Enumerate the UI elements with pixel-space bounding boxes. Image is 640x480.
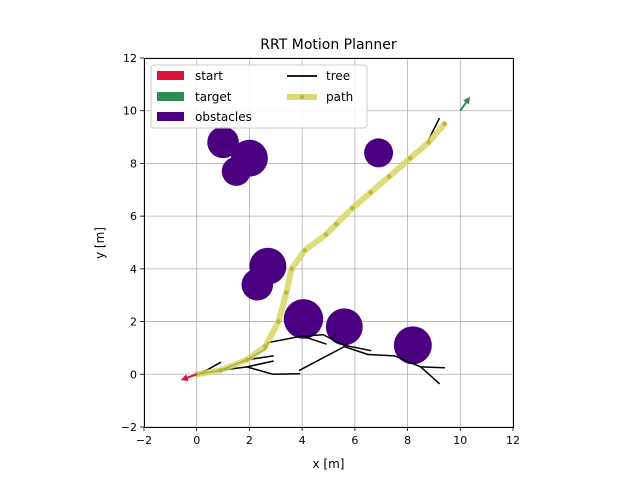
y-tick-label: −2 [121, 421, 137, 434]
obstacle [283, 299, 324, 339]
y-tick-label: 4 [130, 263, 137, 276]
start-arrow-shaft [186, 373, 198, 379]
legend-label: target [195, 90, 232, 104]
x-tick-label: 10 [453, 434, 467, 447]
path-point [386, 174, 392, 179]
tree-edge [267, 335, 303, 344]
tree-edge [301, 334, 324, 337]
path-point [426, 140, 431, 145]
tree-edge [393, 355, 422, 368]
start-arrow [180, 373, 198, 381]
plot-frame [144, 58, 514, 428]
path-point [276, 319, 281, 324]
x-tick-label: 8 [404, 434, 411, 447]
path-point [442, 121, 447, 127]
axis-ticks: −2 0 2 4 6 8 10 12 −2 0 2 4 6 8 10 12 [121, 52, 520, 447]
obstacle [393, 326, 432, 365]
obstacle [241, 268, 274, 301]
legend: start tree target path obstacles [150, 64, 368, 129]
tree-edge [298, 345, 346, 372]
y-tick-label: 12 [123, 52, 137, 65]
chart-title: RRT Motion Planner [260, 37, 397, 53]
path-point [244, 357, 249, 362]
legend-label: start [195, 69, 223, 83]
path-point [408, 155, 413, 161]
x-tick-label: −2 [136, 434, 152, 447]
legend-swatch [157, 71, 184, 80]
x-tick-label: 0 [193, 434, 200, 447]
path-point [334, 221, 339, 227]
legend-swatch [157, 92, 184, 101]
path-line [193, 120, 448, 378]
tree-edge [301, 335, 327, 345]
legend-label: obstacles [195, 110, 252, 124]
y-tick-label: 2 [130, 316, 137, 329]
obstacle [364, 138, 394, 168]
legend-label: path [326, 90, 353, 104]
legend-label: tree [326, 69, 350, 83]
x-axis-label: x [m] [313, 457, 345, 471]
tree-edge [343, 345, 369, 356]
tree-edge [246, 360, 274, 368]
x-tick-label: 4 [299, 434, 306, 447]
target-arrow-shaft [459, 101, 467, 112]
start-arrow-head [180, 374, 189, 381]
tree-edge [246, 366, 274, 376]
legend-swatch [157, 112, 184, 121]
obstacle [207, 126, 239, 159]
target-arrow [459, 96, 471, 112]
legend-item-path: path [287, 90, 353, 104]
y-tick-label: 6 [130, 210, 137, 223]
path-point [368, 190, 373, 195]
tree-edge [272, 373, 301, 376]
y-tick-label: 0 [130, 368, 137, 381]
y-tick-label: 10 [123, 105, 137, 118]
legend-box [150, 64, 368, 129]
legend-marker [299, 94, 305, 100]
legend-item-target: target [157, 90, 232, 104]
obstacle [230, 139, 268, 177]
legend-item-start: start [157, 69, 223, 83]
path-point [323, 232, 329, 237]
y-tick-label: 8 [130, 157, 137, 170]
path-point [218, 368, 223, 373]
obstacles-layer [207, 126, 432, 365]
path-point [350, 206, 355, 211]
tree-edge [322, 334, 346, 347]
x-tick-label: 12 [506, 434, 520, 447]
x-tick-label: 2 [246, 434, 253, 447]
tree-edge [343, 344, 372, 352]
path-point [289, 266, 294, 272]
grid [143, 57, 514, 428]
tree-edge [420, 366, 440, 385]
path-point [302, 248, 307, 253]
legend-item-obstacles: obstacles [157, 110, 252, 124]
x-tick-label: 6 [351, 434, 358, 447]
tree-edge [420, 366, 446, 369]
arrows-layer [180, 96, 471, 381]
obstacle [325, 308, 363, 346]
tree-edge [367, 353, 396, 357]
y-axis-label: y [m] [93, 227, 107, 259]
legend-item-tree: tree [287, 69, 350, 83]
target-arrow-head [463, 96, 471, 105]
path-point [284, 290, 289, 295]
path-point [263, 344, 268, 349]
